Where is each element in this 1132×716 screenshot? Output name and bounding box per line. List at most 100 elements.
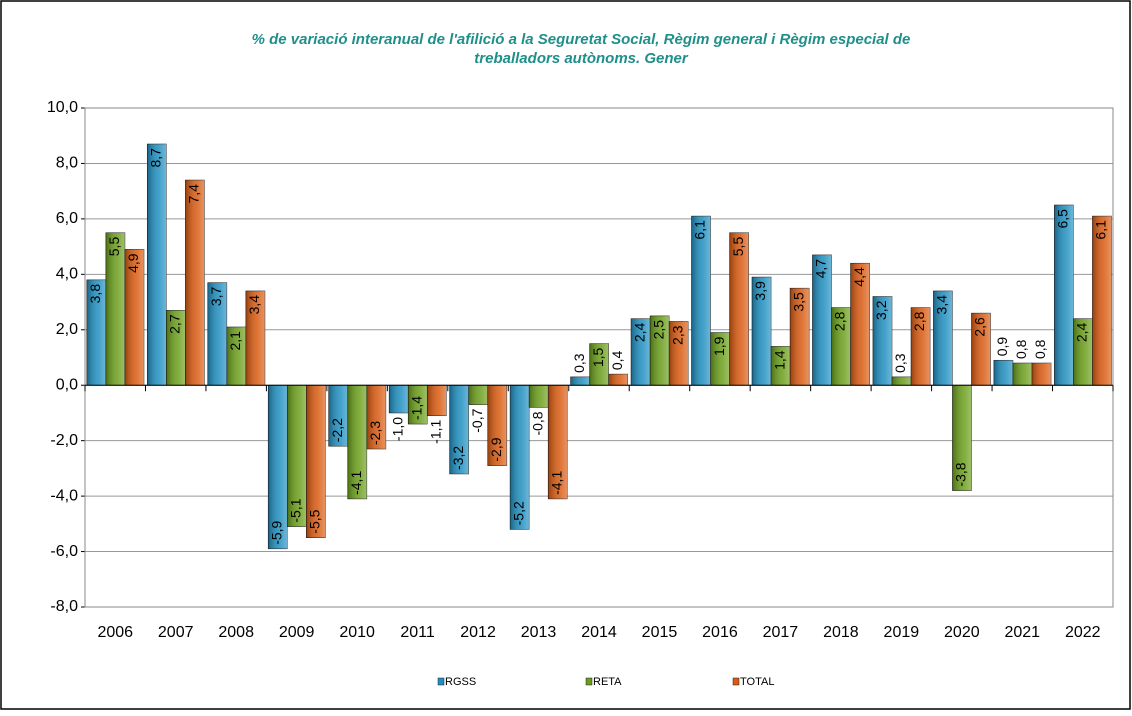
- y-tick-label: 0,0: [56, 376, 78, 393]
- y-tick-label: -6,0: [50, 543, 78, 560]
- legend-label: RETA: [593, 676, 622, 688]
- x-tick-label: 2014: [581, 624, 617, 641]
- x-tick-label: 2015: [642, 624, 678, 641]
- value-label: -5,9: [268, 520, 284, 544]
- value-label: 3,5: [790, 292, 806, 312]
- value-label: -1,4: [408, 396, 424, 420]
- bar: [1092, 215, 1112, 386]
- value-label: 4,7: [813, 259, 829, 279]
- bar: [1031, 362, 1052, 386]
- value-label: 1,9: [711, 336, 727, 356]
- value-label: 0,4: [609, 350, 625, 370]
- x-tick-label: 2006: [97, 624, 133, 641]
- legend-label: TOTAL: [740, 676, 774, 688]
- y-tick-label: 2,0: [56, 321, 78, 338]
- bar: [1054, 204, 1074, 386]
- x-tick-label: 2018: [823, 624, 859, 641]
- value-label: -1,1: [427, 420, 443, 444]
- value-label: -5,1: [288, 498, 304, 522]
- value-label: -2,2: [329, 418, 345, 442]
- value-label: 7,4: [186, 184, 202, 204]
- y-tick-label: -4,0: [50, 487, 78, 504]
- value-label: 3,9: [752, 281, 768, 301]
- legend-swatch: [437, 677, 445, 686]
- value-label: 2,3: [669, 325, 685, 345]
- x-tick-label: 2021: [1004, 624, 1040, 641]
- value-label: -4,1: [348, 471, 364, 495]
- bar: [691, 215, 711, 386]
- x-tick-label: 2013: [521, 624, 557, 641]
- value-label: 2,4: [631, 322, 647, 342]
- value-label: -3,2: [450, 446, 466, 470]
- y-tick-label: -2,0: [50, 432, 78, 449]
- value-label: 1,5: [590, 347, 606, 367]
- value-label: 0,8: [1013, 339, 1029, 359]
- bar: [146, 143, 167, 386]
- bar: [891, 376, 912, 386]
- bar: [608, 373, 629, 386]
- value-label: 2,6: [972, 317, 988, 337]
- y-tick-label: 6,0: [56, 210, 78, 227]
- value-label: 6,1: [692, 220, 708, 240]
- value-label: 2,5: [650, 320, 666, 340]
- y-tick-label: 10,0: [47, 99, 78, 116]
- value-label: 3,4: [934, 295, 950, 315]
- x-tick-label: 2007: [158, 624, 194, 641]
- value-label: 8,7: [148, 148, 164, 168]
- x-tick-label: 2016: [702, 624, 738, 641]
- value-label: 2,1: [227, 331, 243, 351]
- value-label: 6,5: [1055, 209, 1071, 229]
- value-label: -2,3: [367, 421, 383, 445]
- value-label: 0,8: [1032, 339, 1048, 359]
- value-label: 4,9: [125, 253, 141, 273]
- value-label: 4,4: [851, 267, 867, 287]
- value-label: -5,5: [307, 509, 323, 533]
- x-tick-label: 2017: [763, 624, 799, 641]
- value-label: 0,3: [571, 353, 587, 373]
- x-tick-label: 2010: [339, 624, 375, 641]
- value-label: -5,2: [510, 501, 526, 525]
- value-label: 3,8: [87, 284, 103, 304]
- value-label: 1,4: [771, 350, 787, 370]
- value-label: 6,1: [1093, 220, 1109, 240]
- value-label: 2,8: [832, 311, 848, 331]
- legend-swatch: [732, 677, 740, 686]
- value-label: 3,2: [873, 300, 889, 320]
- value-label: 2,4: [1074, 322, 1090, 342]
- bar: [528, 384, 549, 408]
- bar: [468, 384, 489, 405]
- legend-label: RGSS: [445, 676, 476, 688]
- value-label: -3,8: [953, 462, 969, 486]
- bar: [426, 384, 447, 417]
- value-label: 0,3: [892, 353, 908, 373]
- x-tick-label: 2012: [460, 624, 496, 641]
- value-label: 0,9: [994, 337, 1010, 357]
- x-tick-label: 2020: [944, 624, 980, 641]
- x-tick-label: 2022: [1065, 624, 1101, 641]
- x-tick-label: 2008: [218, 624, 254, 641]
- bar: [570, 376, 590, 386]
- value-label: 5,5: [730, 237, 746, 257]
- y-tick-label: -8,0: [50, 598, 78, 615]
- value-label: -4,1: [548, 471, 564, 495]
- bar: [185, 179, 205, 386]
- value-label: -2,9: [488, 437, 504, 461]
- value-label: -0,7: [469, 408, 485, 432]
- bar: [388, 384, 409, 414]
- bar: [993, 359, 1014, 386]
- y-tick-label: 8,0: [56, 155, 78, 172]
- x-tick-label: 2009: [279, 624, 315, 641]
- legend-swatch: [585, 677, 593, 686]
- value-label: -0,8: [529, 411, 545, 435]
- value-label: 3,7: [208, 286, 224, 306]
- chart-title: % de variació interanual de l'afilició a…: [252, 31, 911, 48]
- chart-title: treballadors autònoms. Gener: [474, 50, 689, 67]
- value-label: 2,8: [911, 311, 927, 331]
- y-tick-label: 4,0: [56, 266, 78, 283]
- value-label: -1,0: [389, 417, 405, 441]
- bar: [1012, 362, 1033, 386]
- value-label: 3,4: [246, 295, 262, 315]
- x-tick-label: 2011: [400, 624, 435, 641]
- x-tick-label: 2019: [884, 624, 920, 641]
